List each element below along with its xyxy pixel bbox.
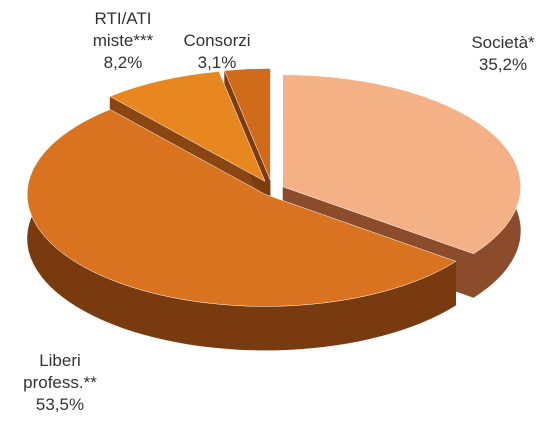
slice <box>282 74 521 255</box>
slice <box>109 71 266 182</box>
category-label: Consorzi <box>183 31 251 50</box>
category-label: Società* <box>471 33 535 52</box>
slice <box>224 68 271 181</box>
value-label: 35,2% <box>478 55 528 74</box>
category-label: RTI/ATI miste*** <box>92 9 154 50</box>
slice-label: Consorzi 3,1% <box>167 30 267 74</box>
category-label: Liberi profess.** <box>23 351 97 392</box>
slice-label: RTI/ATI miste*** 8,2% <box>73 8 173 74</box>
slice-label: Liberi profess.** 53,5% <box>10 350 110 416</box>
value-label: 53,5% <box>35 395 85 414</box>
slice <box>26 109 457 307</box>
value-label: 8,2% <box>103 53 143 72</box>
value-label: 3,1% <box>197 53 237 72</box>
slice-label: Società* 35,2% <box>453 32 550 76</box>
slice-side <box>27 109 456 351</box>
slice-tops <box>26 68 521 307</box>
